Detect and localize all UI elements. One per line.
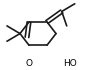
Text: HO: HO: [63, 60, 77, 68]
Text: O: O: [25, 60, 32, 68]
